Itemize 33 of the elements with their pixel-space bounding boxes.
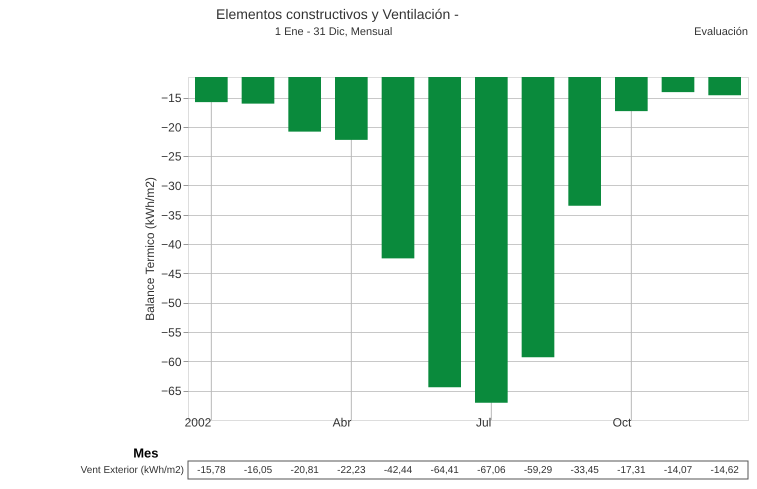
x-tick-label: Abr: [332, 416, 352, 430]
chart-title: Elementos constructivos y Ventilación -: [216, 6, 460, 22]
data-label: -14,07: [664, 465, 693, 476]
y-tick-label: −55: [161, 326, 182, 340]
data-label: -17,31: [617, 465, 646, 476]
x-tick-label: Jul: [476, 416, 492, 430]
text: Vent Exterior (kWh/m2): [80, 465, 184, 476]
y-tick-label: −15: [161, 91, 182, 106]
y-tick-label: −20: [161, 120, 182, 134]
y-tick-label: −25: [161, 150, 182, 164]
y-tick-label: −65: [161, 384, 182, 398]
x-tick-label: 2002: [184, 416, 212, 430]
data-label: -15,78: [197, 465, 226, 476]
y-tick-label: −60: [161, 354, 182, 369]
y-tick-label: −30: [161, 178, 182, 193]
y-tick-label: −40: [161, 238, 182, 252]
data-label: -67,06: [477, 465, 506, 476]
text: Evaluación: [694, 26, 748, 38]
y-tick-label: −35: [161, 208, 182, 222]
data-label: -22,23: [337, 465, 366, 476]
x-tick-label: Oct: [612, 416, 632, 430]
x-axis-title: Mes: [133, 446, 158, 460]
y-axis-title: Balance Termico (kWh/m2): [143, 177, 158, 321]
data-label: -59,29: [524, 465, 553, 476]
data-label: -42,44: [384, 465, 413, 476]
y-tick-label: −45: [161, 266, 182, 281]
data-label: -16,05: [244, 465, 273, 476]
chart-subtitle: 1 Ene - 31 Dic, Mensual: [274, 26, 392, 38]
data-label: -20,81: [290, 465, 320, 476]
data-label: -14,62: [710, 465, 740, 476]
y-tick-label: −50: [161, 296, 182, 310]
data-label: -33,45: [570, 465, 600, 476]
data-label: -64,41: [430, 465, 460, 476]
